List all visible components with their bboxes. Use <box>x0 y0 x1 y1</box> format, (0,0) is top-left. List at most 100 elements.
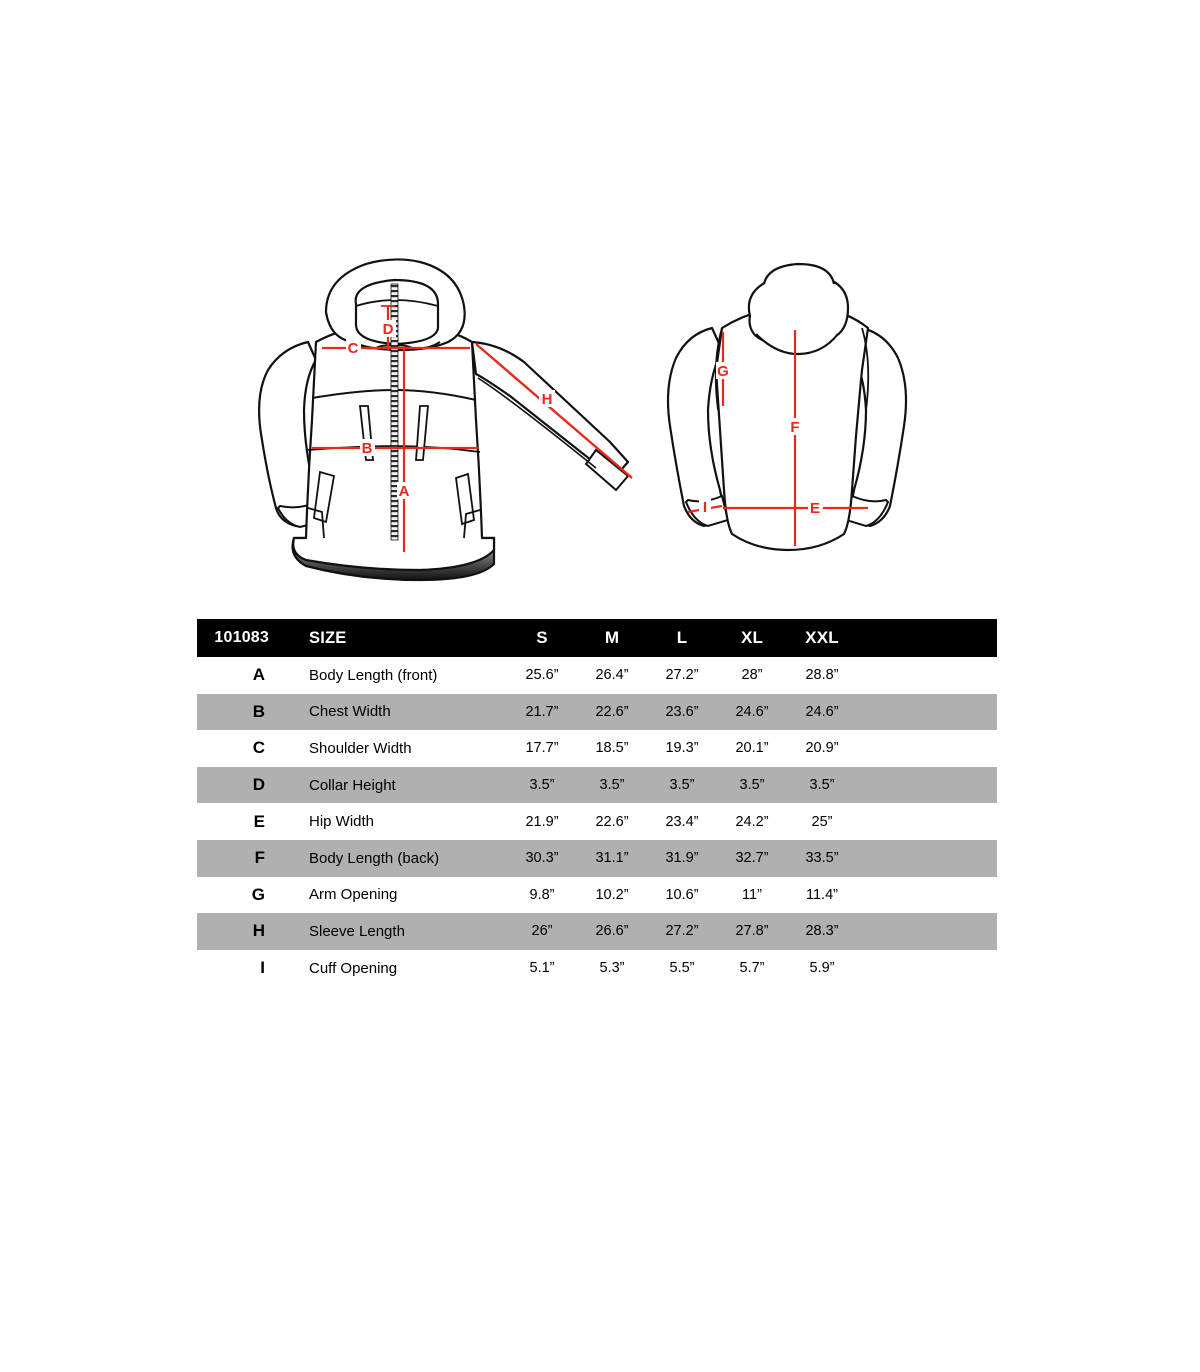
row-description: Collar Height <box>309 776 396 794</box>
cell-l: 27.2” <box>665 923 699 940</box>
back-armhole-seam-right <box>861 327 870 411</box>
cell-s: 9.8” <box>529 886 555 903</box>
jacket-front-view: C D B A H <box>258 258 633 582</box>
cell-l: 31.9” <box>665 850 699 867</box>
front-hem-panel-right <box>463 509 481 539</box>
measure-label-a: A <box>399 483 410 500</box>
cell-l: 19.3” <box>665 740 699 757</box>
cell-m: 3.5” <box>599 777 625 794</box>
cell-m: 26.6” <box>595 923 629 940</box>
cell-l: 23.6” <box>665 703 699 720</box>
cell-l: 5.5” <box>669 960 695 977</box>
cell-xxl: 11.4” <box>806 886 838 903</box>
row-description: Cuff Opening <box>309 959 398 977</box>
cell-xxl: 24.6” <box>805 703 839 720</box>
row-letter: F <box>254 848 265 868</box>
front-right-cuff <box>584 448 630 492</box>
table-header-row: 101083 SIZE S M L XL XXL <box>197 619 997 657</box>
cell-xl: 11” <box>742 886 762 903</box>
size-table-body: A Body Length (front) 25.6” 26.4” 27.2” … <box>197 657 997 987</box>
row-spacer <box>857 730 997 767</box>
column-header-xxl: XXL <box>787 619 857 657</box>
cell-xxl: 25” <box>811 813 833 830</box>
cell-s: 25.6” <box>525 667 559 684</box>
row-description: Chest Width <box>309 703 391 721</box>
table-row: C Shoulder Width 17.7” 18.5” 19.3” 20.1”… <box>197 730 997 767</box>
measure-label-b: B <box>362 440 373 457</box>
cell-s: 17.7” <box>525 740 559 757</box>
back-right-sleeve <box>846 326 908 528</box>
row-letter: G <box>251 884 265 904</box>
cell-xl: 24.2” <box>735 813 769 830</box>
cell-xxl: 28.3” <box>805 923 839 940</box>
size-table: 101083 SIZE S M L XL XXL A Body Length (… <box>197 619 997 987</box>
measure-label-f: F <box>790 419 799 436</box>
row-spacer <box>857 694 997 731</box>
back-right-cuff <box>844 494 890 528</box>
garment-illustrations: C D B A H <box>0 250 1200 610</box>
cell-xl: 5.7” <box>739 960 765 977</box>
back-neck-opening <box>755 333 839 356</box>
cell-s: 5.1” <box>529 960 555 977</box>
jacket-back-view: G F E I <box>666 262 908 552</box>
table-row: D Collar Height 3.5” 3.5” 3.5” 3.5” 3.5” <box>197 766 997 804</box>
back-left-sleeve <box>666 326 728 528</box>
row-description: Hip Width <box>309 813 375 831</box>
cell-xxl: 20.9” <box>805 740 839 757</box>
measure-label-g: G <box>717 363 729 380</box>
cell-m: 22.6” <box>595 813 629 830</box>
row-description: Body Length (back) <box>309 849 440 867</box>
measure-label-i: I <box>703 499 707 516</box>
table-row: A Body Length (front) 25.6” 26.4” 27.2” … <box>197 657 997 694</box>
row-letter: A <box>252 665 265 685</box>
row-description: Body Length (front) <box>309 666 438 684</box>
table-row: I Cuff Opening 5.1” 5.3” 5.5” 5.7” 5.9” <box>197 949 997 987</box>
cell-l: 23.4” <box>665 813 699 830</box>
cell-xxl: 5.9” <box>809 960 835 977</box>
front-right-underarm-seam <box>477 377 597 469</box>
measure-label-c: C <box>348 340 359 357</box>
table-row: H Sleeve Length 26” 26.6” 27.2” 27.8” 28… <box>197 913 997 950</box>
cell-m: 18.5” <box>595 740 629 757</box>
column-header-s: S <box>507 619 577 657</box>
size-table-head: 101083 SIZE S M L XL XXL <box>197 619 997 657</box>
column-header-m: M <box>577 619 647 657</box>
front-chest-pocket-right <box>415 405 429 461</box>
column-header-l: L <box>647 619 717 657</box>
row-description: Shoulder Width <box>309 739 412 757</box>
cell-s: 30.3” <box>525 850 559 867</box>
cell-l: 10.6” <box>665 886 699 903</box>
measure-label-d: D <box>383 321 394 338</box>
cell-xxl: 33.5” <box>805 850 839 867</box>
cell-xl: 20.1” <box>735 740 769 757</box>
back-hood-top <box>762 262 836 285</box>
cell-s: 21.9” <box>525 813 559 830</box>
cell-xl: 27.8” <box>735 923 769 940</box>
header-spacer <box>857 619 997 657</box>
front-center-zipper <box>390 283 399 541</box>
cell-xl: 3.5” <box>739 777 765 794</box>
table-row: E Hip Width 21.9” 22.6” 23.4” 24.2” 25” <box>197 803 997 840</box>
cell-m: 5.3” <box>599 960 625 977</box>
front-hand-pocket-left <box>313 470 336 524</box>
cell-l: 27.2” <box>665 667 699 684</box>
measure-label-e: E <box>810 500 820 517</box>
row-letter: I <box>260 958 265 978</box>
cell-xl: 32.7” <box>735 850 769 867</box>
row-letter: B <box>252 701 265 721</box>
row-spacer <box>857 803 997 840</box>
cell-m: 22.6” <box>595 703 629 720</box>
cell-xl: 28” <box>741 667 763 684</box>
cell-s: 3.5” <box>529 777 555 794</box>
cell-l: 3.5” <box>669 777 695 794</box>
row-letter: H <box>252 921 265 941</box>
table-row: B Chest Width 21.7” 22.6” 23.6” 24.6” 24… <box>197 693 997 731</box>
row-letter: D <box>252 775 265 795</box>
cell-m: 26.4” <box>595 667 629 684</box>
cell-m: 10.2” <box>595 886 629 903</box>
measure-line-h <box>475 343 633 479</box>
row-spacer <box>857 767 997 804</box>
row-letter: C <box>252 738 265 758</box>
cell-xl: 24.6” <box>735 703 769 720</box>
